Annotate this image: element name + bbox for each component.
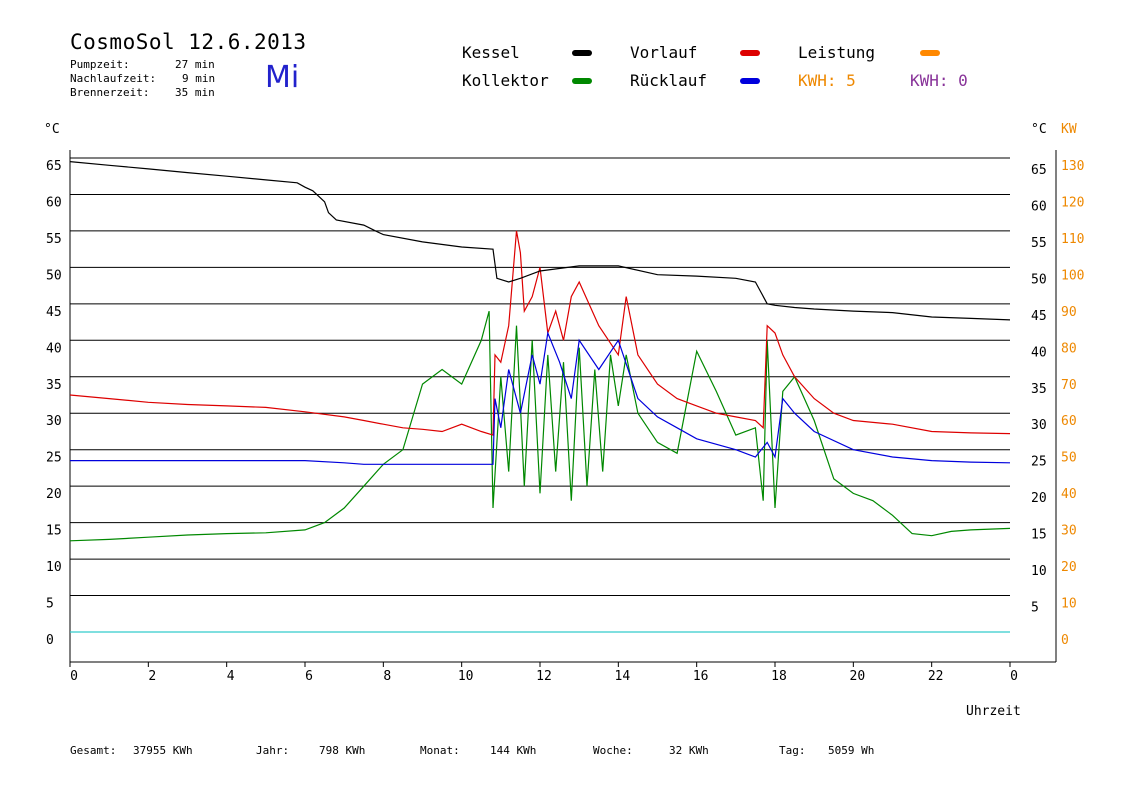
y-unit-right-temp: °C (1031, 122, 1047, 137)
ytick-left-65: 65 (46, 159, 62, 174)
ytick-left-40: 40 (46, 341, 62, 356)
ytick-right-5: 5 (1031, 601, 1039, 616)
xtick-label-12: 0 (1010, 669, 1018, 684)
xtick-label-3: 6 (305, 669, 313, 684)
xtick-label-10: 20 (850, 669, 866, 684)
ytick-right-40: 40 (1031, 345, 1047, 360)
legend-ruecklauf-label: Rücklauf (630, 71, 708, 90)
ytick-right-30: 30 (1031, 418, 1047, 433)
xtick-label-6: 12 (536, 669, 552, 684)
xtick-label-4: 8 (383, 669, 391, 684)
footer-monat-value: 144 KWh (490, 744, 537, 757)
y-unit-left: °C (44, 122, 60, 137)
x-axis-label: Uhrzeit (966, 704, 1021, 719)
legend-ruecklauf-swatch (740, 78, 760, 84)
stat-value-nachlaufzeit: 9 min (182, 72, 216, 85)
ytick-left-25: 25 (46, 451, 62, 466)
stat-label-nachlaufzeit: Nachlaufzeit: (70, 72, 157, 85)
ytick-left-55: 55 (46, 232, 62, 247)
xtick-label-2: 4 (227, 669, 235, 684)
ytick-power-120: 120 (1061, 195, 1084, 210)
ytick-right-50: 50 (1031, 272, 1047, 287)
legend-kollektor-swatch (572, 78, 592, 84)
ytick-power-20: 20 (1061, 560, 1077, 575)
legend-kwh-other: KWH: 0 (910, 71, 968, 90)
legend-kessel-swatch (572, 50, 592, 56)
ytick-power-0: 0 (1061, 633, 1069, 648)
stat-label-brennerzeit: Brennerzeit: (70, 86, 150, 99)
y-unit-right-power: KW (1061, 122, 1077, 137)
ytick-right-55: 55 (1031, 236, 1047, 251)
xtick-label-9: 18 (771, 669, 787, 684)
ytick-right-65: 65 (1031, 163, 1047, 178)
footer-gesamt-value: 37955 KWh (133, 744, 193, 757)
legend-vorlauf-swatch (740, 50, 760, 56)
legend-leistung-label: Leistung (798, 43, 876, 62)
xtick-label-11: 22 (928, 669, 944, 684)
ytick-right-35: 35 (1031, 382, 1047, 397)
stat-value-brennerzeit: 35 min (175, 86, 215, 99)
ytick-power-70: 70 (1061, 378, 1077, 393)
legend-kollektor-label: Kollektor (462, 71, 549, 90)
footer-gesamt-label: Gesamt: (70, 744, 117, 757)
legend-kwh-solar: KWH: 5 (798, 71, 856, 90)
ytick-power-100: 100 (1061, 268, 1084, 283)
ytick-left-15: 15 (46, 524, 62, 539)
xtick-label-8: 16 (693, 669, 709, 684)
ytick-right-45: 45 (1031, 309, 1047, 324)
ytick-left-10: 10 (46, 560, 62, 575)
legend-kessel-label: Kessel (462, 43, 520, 62)
footer-woche-value: 32 KWh (669, 744, 709, 757)
stat-label-pumpzeit: Pumpzeit: (70, 58, 130, 71)
weekday-label: Mi (265, 60, 300, 95)
ytick-right-15: 15 (1031, 528, 1047, 543)
ytick-right-20: 20 (1031, 491, 1047, 506)
ytick-power-130: 130 (1061, 159, 1084, 174)
legend-leistung-swatch (920, 50, 940, 56)
ytick-power-60: 60 (1061, 414, 1077, 429)
footer-monat-label: Monat: (420, 744, 460, 757)
ytick-right-10: 10 (1031, 564, 1047, 579)
ytick-power-110: 110 (1061, 232, 1084, 247)
footer-tag-label: Tag: (779, 744, 806, 757)
ytick-left-50: 50 (46, 268, 62, 283)
ytick-left-0: 0 (46, 633, 54, 648)
ytick-left-5: 5 (46, 597, 54, 612)
stat-value-pumpzeit: 27 min (175, 58, 215, 71)
xtick-label-7: 14 (615, 669, 631, 684)
footer-tag-value: 5059 Wh (828, 744, 875, 757)
footer-woche-label: Woche: (593, 744, 633, 757)
ytick-power-90: 90 (1061, 305, 1077, 320)
ytick-left-30: 30 (46, 414, 62, 429)
footer-jahr-value: 798 KWh (319, 744, 366, 757)
series-line-kessel (69, 161, 1011, 321)
ytick-power-80: 80 (1061, 341, 1077, 356)
ytick-power-50: 50 (1061, 451, 1077, 466)
xtick-label-1: 2 (148, 669, 156, 684)
xtick-label-0: 0 (70, 669, 78, 684)
ytick-right-25: 25 (1031, 455, 1047, 470)
ytick-power-40: 40 (1061, 487, 1077, 502)
page-title: CosmoSol 12.6.2013 (70, 30, 307, 54)
ytick-right-60: 60 (1031, 199, 1047, 214)
ytick-left-45: 45 (46, 305, 62, 320)
ytick-power-30: 30 (1061, 524, 1077, 539)
series-line-vorlauf (69, 230, 1011, 436)
footer-jahr-label: Jahr: (256, 744, 290, 757)
ytick-left-35: 35 (46, 378, 62, 393)
series-line-ruecklauf (70, 330, 1011, 465)
xtick-label-5: 10 (458, 669, 474, 684)
legend-vorlauf-label: Vorlauf (630, 43, 698, 62)
ytick-power-10: 10 (1061, 597, 1077, 612)
series-line-kollektor (69, 310, 1011, 542)
ytick-left-20: 20 (46, 487, 62, 502)
ytick-left-60: 60 (46, 195, 62, 210)
